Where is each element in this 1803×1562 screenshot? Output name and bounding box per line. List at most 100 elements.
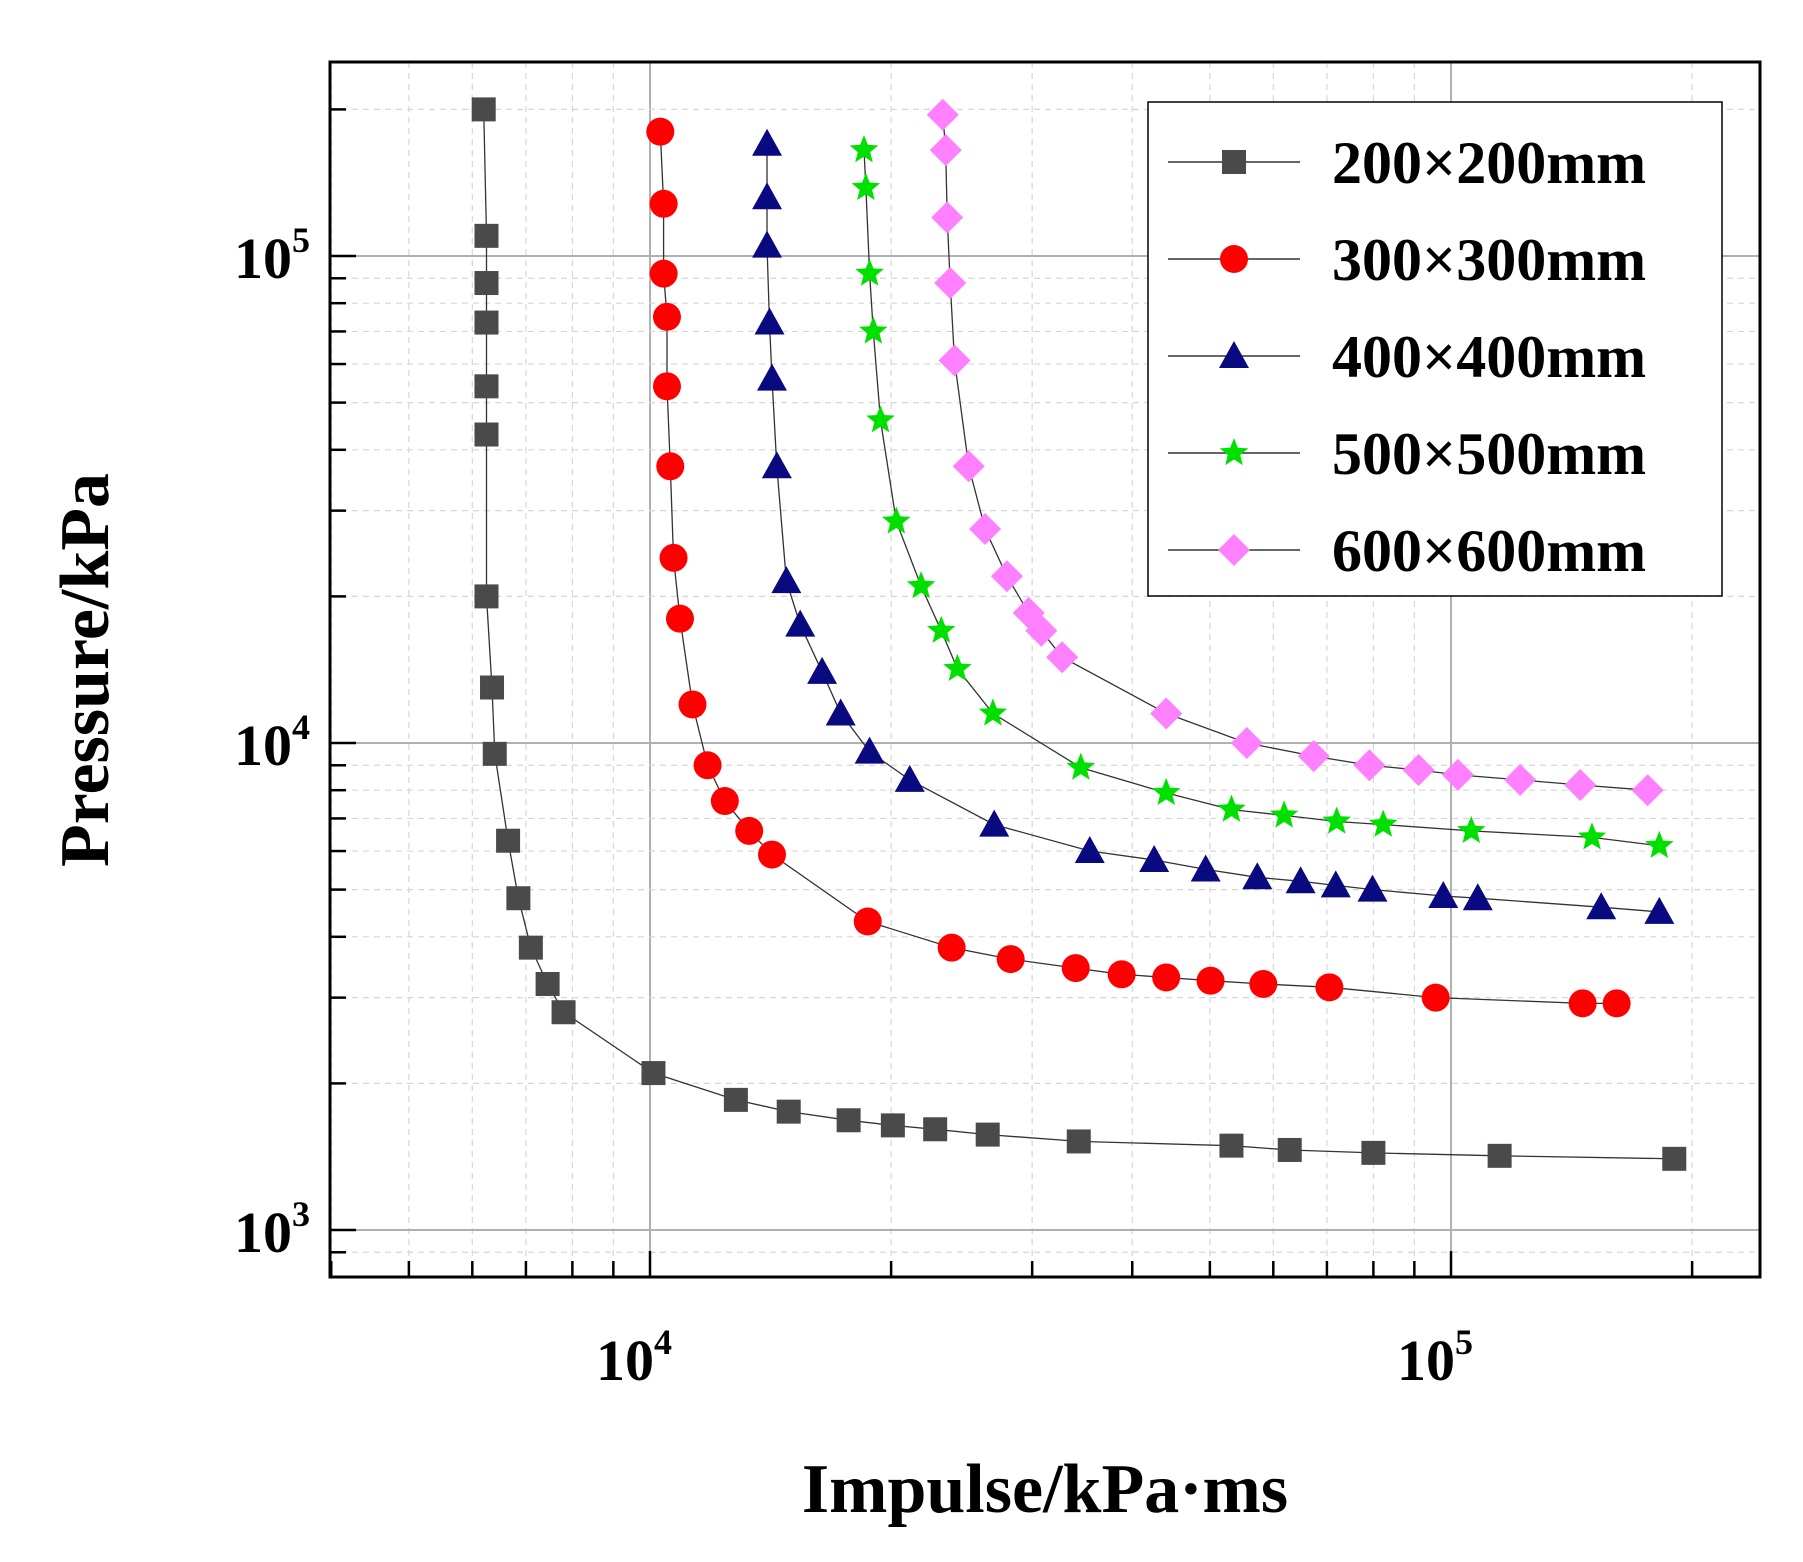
series-2-markers [646,117,1631,1018]
data-point [990,560,1023,593]
legend: 200×200mm 300×300mm 400×400mm 500×500mm 600×… [1147,101,1723,597]
data-point [937,933,966,962]
data-point [906,571,936,599]
data-point [880,1113,905,1138]
data-point [807,656,838,684]
data-point [652,302,681,331]
data-point [943,653,972,681]
data-point [1066,1129,1091,1154]
series-3-markers [752,128,1675,924]
data-point [756,363,787,391]
legend-item: 500×500mm [1168,421,1646,487]
data-point [659,543,688,572]
data-point [1353,749,1386,782]
x-tick-labels: 104 105 [596,1322,1473,1393]
data-point [1107,960,1136,989]
data-point [849,135,879,163]
data-point [471,97,496,122]
x-tick-label-exponent: 4 [654,1322,672,1362]
data-point [1066,752,1096,780]
data-point [1361,1140,1386,1165]
legend-marker [1222,150,1246,174]
data-point [1320,870,1351,898]
data-point [1139,845,1170,873]
data-point [1242,862,1273,890]
x-tick-label: 104 [596,1322,672,1393]
data-point [978,698,1008,726]
data-point [975,1122,1000,1147]
data-point [1219,1133,1244,1158]
data-point [882,506,911,534]
data-point [1428,881,1459,909]
data-point [1487,1143,1512,1168]
x-axis-title: Impulse/kPa·ms [802,1451,1288,1528]
legend-marker [1218,534,1250,566]
data-point [752,182,783,210]
data-point [474,310,499,335]
y-tick-label: 105 [234,220,310,291]
data-point [474,223,499,248]
data-point [482,741,507,766]
data-point [757,840,786,869]
data-point [1025,614,1058,647]
data-point [1269,800,1299,828]
data-point [723,1087,748,1112]
data-point [1277,1137,1302,1162]
data-point [1151,777,1181,805]
data-point [1150,697,1183,730]
legend-label: 200×200mm [1332,130,1646,196]
data-point [771,566,802,594]
series-4-markers [849,135,1674,858]
data-point [649,189,678,218]
data-point [776,1099,801,1124]
data-point [752,128,783,156]
data-point [929,134,962,167]
data-point [1457,815,1486,843]
data-point [1441,758,1474,791]
data-point [927,615,956,643]
data-point [1217,794,1246,822]
data-point [678,690,707,719]
data-point [1061,954,1090,983]
data-point [1462,883,1493,911]
y-tick-label: 104 [234,707,310,778]
data-point [836,1108,861,1133]
legend-label: 500×500mm [1332,421,1646,487]
data-point [735,816,764,845]
data-point [649,259,678,288]
x-tick-label: 105 [1397,1322,1473,1393]
legend-item: 300×300mm [1168,227,1646,293]
data-point [1602,989,1631,1018]
data-point [641,1061,666,1086]
data-point [1249,969,1278,998]
data-point [474,584,499,609]
legend-marker [1220,245,1248,273]
data-point [761,451,792,479]
legend-label: 300×300mm [1332,227,1646,293]
data-point [518,935,543,960]
y-axis-title: Pressure/kPa [47,473,124,867]
legend-item: 400×400mm [1168,324,1646,390]
data-point [979,809,1010,837]
plot-frame [328,60,1762,1279]
data-point [656,452,685,481]
data-point [853,907,882,936]
x-tick-label-base: 10 [596,1328,654,1393]
data-point [1568,989,1597,1018]
data-point [934,267,967,300]
data-point [996,945,1025,974]
data-point [754,307,785,335]
data-point [693,751,722,780]
data-point [1504,763,1537,796]
data-point [1564,768,1597,801]
legend-item: 600×600mm [1168,518,1646,584]
data-point [1074,836,1105,864]
data-point [474,422,499,447]
data-point [855,258,884,286]
data-point [952,450,985,483]
data-point [938,344,971,377]
data-point [474,271,499,296]
data-point [506,886,531,911]
data-point [1421,983,1450,1012]
